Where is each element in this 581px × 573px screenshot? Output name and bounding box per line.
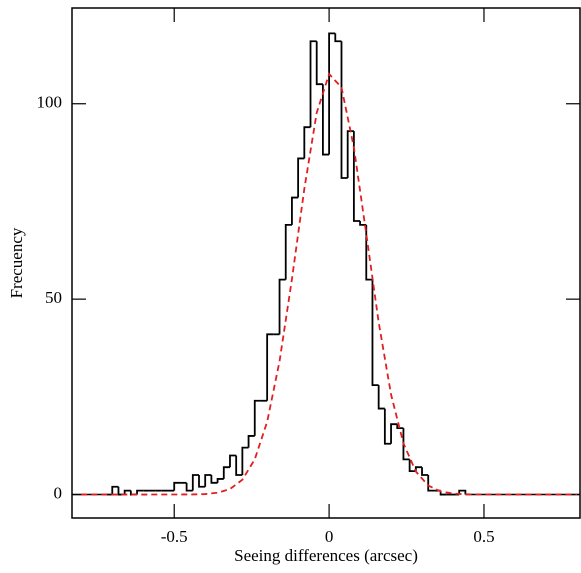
y-axis-label: Frecuency — [7, 227, 26, 298]
histogram-step — [216, 478, 224, 483]
histogram-step — [191, 474, 199, 491]
histogram-step — [297, 157, 305, 198]
histogram-step — [414, 466, 423, 472]
histogram-step — [346, 130, 354, 178]
histogram-step — [458, 489, 467, 495]
histogram-step — [371, 279, 379, 387]
histogram-step — [117, 486, 125, 496]
histogram-step — [377, 385, 385, 410]
histogram-step — [278, 278, 286, 335]
histogram-step — [247, 435, 255, 448]
plot-frame — [71, 7, 581, 519]
histogram-step — [111, 485, 119, 495]
histogram-step — [229, 454, 237, 468]
histogram-step — [136, 489, 144, 495]
histogram-step — [266, 333, 274, 401]
histogram-step — [222, 466, 230, 479]
histogram-step — [421, 467, 429, 476]
histogram-step — [198, 475, 206, 488]
x-tick-label: 0.5 — [473, 527, 494, 546]
histogram-step — [340, 41, 348, 179]
histogram-step — [396, 424, 404, 430]
histogram-step — [309, 40, 317, 128]
histogram-step — [322, 84, 330, 156]
y-tick-label: 100 — [37, 93, 63, 112]
histogram-step — [328, 32, 336, 155]
histogram-step — [123, 489, 131, 495]
histogram-step — [359, 220, 367, 226]
histogram-step — [383, 408, 392, 445]
histogram-step — [303, 126, 311, 159]
histogram-step — [315, 41, 323, 86]
y-tick-label: 50 — [45, 288, 62, 307]
histogram-step — [284, 223, 292, 280]
histogram-step — [241, 446, 249, 476]
x-tick-label: -0.5 — [161, 527, 188, 546]
histogram-step — [402, 428, 410, 461]
y-tick-label: 0 — [54, 483, 63, 502]
histogram-step — [235, 455, 243, 476]
histogram-step — [408, 459, 416, 473]
histogram-step — [334, 33, 342, 43]
x-axis-label: Seeing differences (arcsec) — [234, 546, 418, 565]
histogram-step — [291, 196, 299, 225]
histogram-step — [390, 423, 398, 444]
histogram-step — [204, 474, 212, 487]
histogram-step — [427, 475, 435, 492]
fit-curve — [81, 72, 577, 496]
histogram-step — [253, 399, 261, 436]
histogram-step — [365, 224, 373, 281]
histogram-step — [185, 482, 193, 492]
histogram-step — [210, 475, 218, 484]
histogram-step — [352, 131, 361, 222]
x-tick-label: 0 — [325, 527, 334, 546]
histogram-step — [173, 481, 181, 491]
